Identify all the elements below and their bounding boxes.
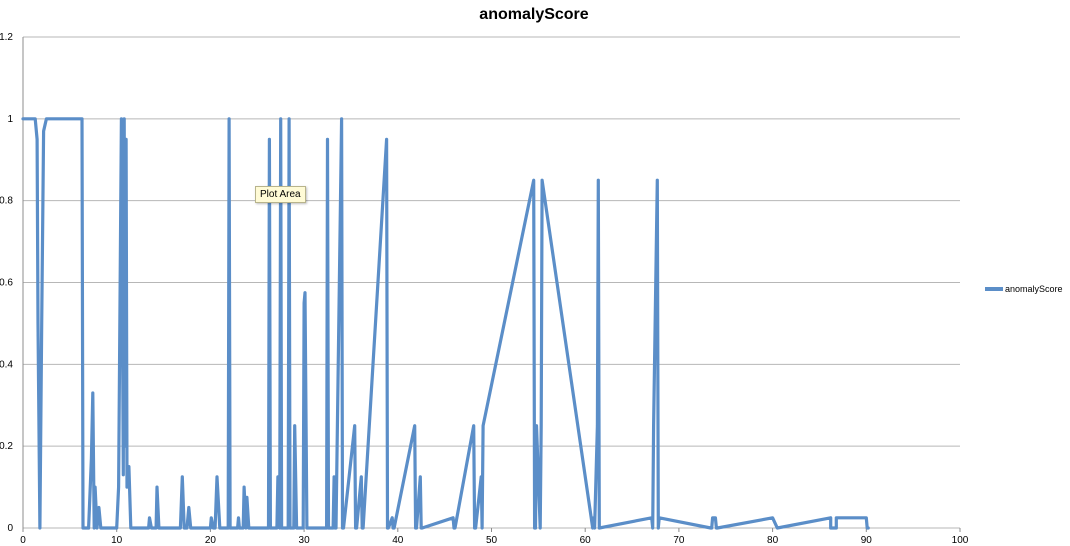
x-tick-label: 80 bbox=[767, 535, 779, 546]
y-tick-label: 1 bbox=[7, 114, 13, 125]
x-tick-label: 60 bbox=[580, 535, 592, 546]
y-tick-label: 0.4 bbox=[0, 359, 13, 370]
legend[interactable]: anomalyScore bbox=[985, 284, 1063, 294]
y-tick-label: 0.2 bbox=[0, 441, 13, 452]
y-tick-label: 0 bbox=[7, 523, 13, 534]
y-tick-label: 0.6 bbox=[0, 278, 13, 289]
y-tick-label: 0.8 bbox=[0, 196, 13, 207]
plot-area[interactable]: 0 0.2 0.4 0.6 0.8 1 1.2 0 10 20 30 40 50 60 70 80 90 100 bbox=[0, 32, 969, 546]
x-tick-label: 0 bbox=[20, 535, 26, 546]
x-tick-label: 30 bbox=[299, 535, 311, 546]
x-tick-label: 100 bbox=[952, 535, 969, 546]
plot-area-tooltip: Plot Area bbox=[255, 186, 306, 203]
chart-title: anomalyScore bbox=[479, 6, 588, 23]
legend-label: anomalyScore bbox=[1005, 284, 1063, 294]
x-tick-label: 50 bbox=[486, 535, 498, 546]
x-tick-label: 70 bbox=[673, 535, 685, 546]
x-tick-label: 10 bbox=[111, 535, 123, 546]
y-tick-label: 1.2 bbox=[0, 32, 13, 43]
x-tick-label: 90 bbox=[861, 535, 873, 546]
x-tick-label: 20 bbox=[205, 535, 217, 546]
x-tick-label: 40 bbox=[392, 535, 404, 546]
series-line-anomalyScore bbox=[21, 117, 870, 530]
